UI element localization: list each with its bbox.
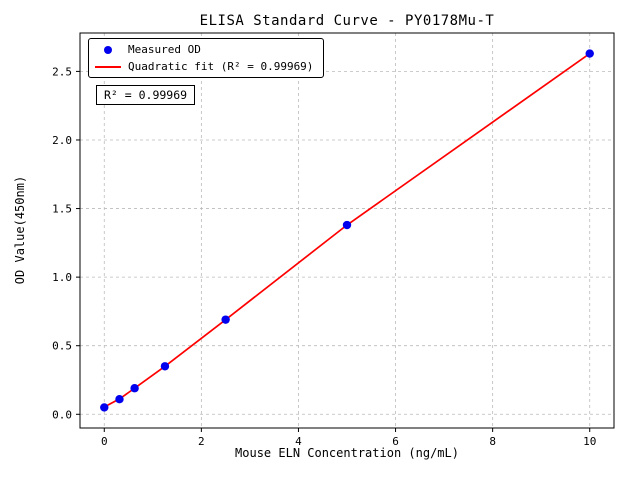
data-point (585, 49, 594, 58)
legend-item-measured: Measured OD (95, 43, 313, 56)
legend-item-fit: Quadratic fit (R² = 0.99969) (95, 60, 313, 73)
x-tick-label: 4 (295, 435, 302, 448)
legend-marker-fit (95, 65, 121, 68)
data-point (130, 384, 139, 393)
y-tick-label: 2.5 (52, 65, 72, 78)
plot-border (79, 32, 615, 429)
x-tick-label: 8 (489, 435, 496, 448)
red-line-marker-icon (95, 65, 121, 68)
blue-dot-marker-icon (104, 45, 112, 54)
chart-title: ELISA Standard Curve - PY0178Mu-T (199, 13, 495, 29)
x-axis-label: Mouse ELN Concentration (ng/mL) (235, 446, 459, 460)
data-point (221, 315, 230, 324)
data-point (160, 362, 170, 371)
y-axis-label: OD Value(450nm) (13, 175, 27, 285)
y-tick-label: 0.5 (52, 340, 72, 353)
legend: Measured OD Quadratic fit (R² = 0.99969) (88, 38, 325, 78)
y-tick-label: 1.5 (52, 203, 72, 216)
x-tick-label: 6 (392, 435, 399, 448)
x-tick-label: 10 (583, 435, 596, 448)
legend-label-measured: Measured OD (128, 43, 201, 56)
legend-marker-measured (95, 45, 121, 54)
x-tick-label: 0 (101, 435, 108, 448)
data-point (100, 403, 109, 412)
y-tick-label: 1.0 (52, 271, 72, 284)
data-point (115, 394, 124, 404)
r-squared-annotation: R² = 0.99969 (96, 85, 196, 105)
data-point (342, 220, 352, 230)
y-tick-label: 0.0 (52, 408, 72, 421)
y-tick-label: 2.0 (52, 134, 72, 147)
fit-line (103, 52, 591, 408)
legend-label-fit: Quadratic fit (R² = 0.99969) (128, 60, 314, 73)
x-tick-label: 2 (198, 435, 205, 448)
